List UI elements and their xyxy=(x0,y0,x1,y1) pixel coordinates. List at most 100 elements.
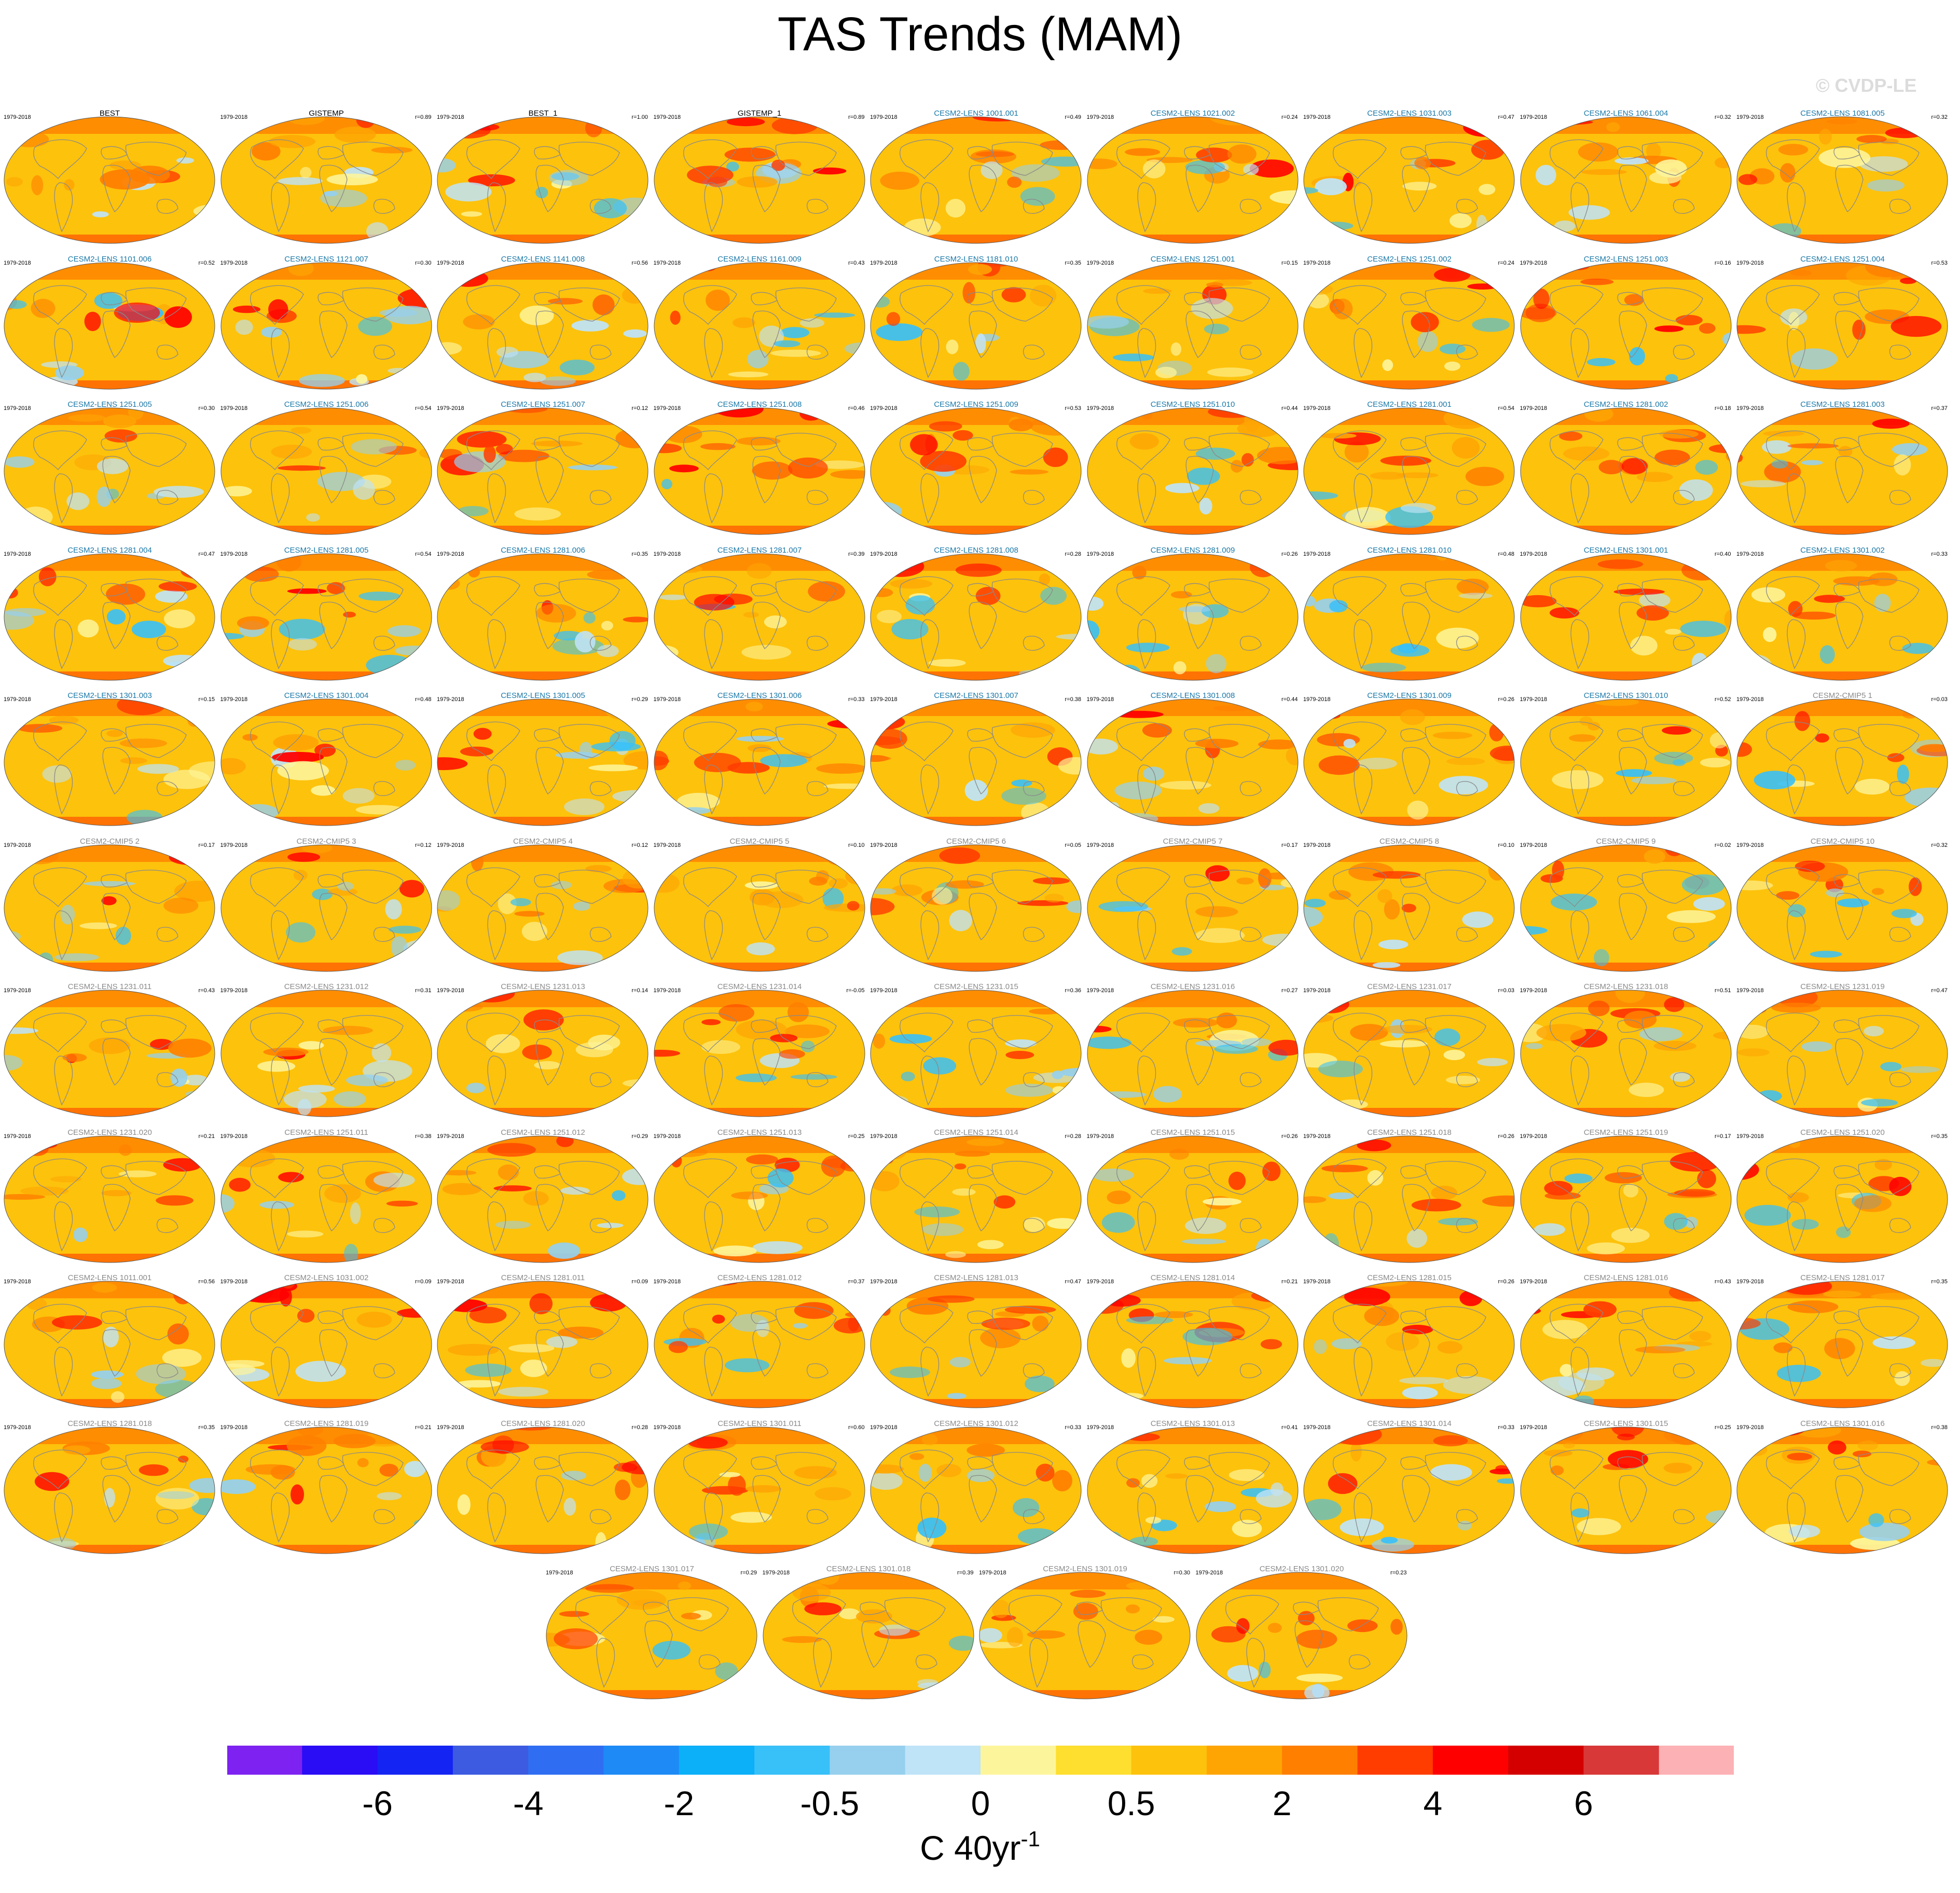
coastline xyxy=(1400,292,1427,305)
arctic-warming-band xyxy=(437,553,648,571)
cool-anomaly-blob xyxy=(822,887,844,909)
trend-map xyxy=(1087,407,1298,535)
warm-anomaly-blob xyxy=(1909,877,1922,896)
map-border xyxy=(4,1426,215,1554)
cool-anomaly-blob xyxy=(1382,359,1393,371)
coastline xyxy=(1570,327,1589,378)
antarctic-band xyxy=(437,1108,648,1117)
warm-anomaly-blob xyxy=(1025,699,1075,706)
coastline xyxy=(342,287,404,322)
coastline xyxy=(373,1363,395,1379)
map-panel: CESM2-LENS 1281.002 1979-2018 r=0.18 xyxy=(1518,400,1734,540)
panel-period: 1979-2018 xyxy=(1736,405,1764,411)
panel-period: 1979-2018 xyxy=(653,1424,681,1431)
warm-anomaly-blob xyxy=(1260,1339,1282,1350)
map-panel: CESM2-CMIP5 3 1979-2018 r=0.12 xyxy=(218,837,435,977)
warm-anomaly-blob xyxy=(1377,889,1392,903)
map-border xyxy=(4,698,215,826)
map-panel: CESM2-LENS 1251.018 1979-2018 r=0.26 xyxy=(1301,1128,1517,1268)
trend-map xyxy=(437,698,648,826)
coastline xyxy=(1239,199,1262,214)
trend-map xyxy=(1736,990,1948,1117)
warm-anomaly-blob xyxy=(333,1433,376,1448)
coastline xyxy=(1239,926,1262,942)
map-panel: CESM2-LENS 1301.001 1979-2018 r=0.40 xyxy=(1518,546,1734,686)
map-border xyxy=(870,262,1082,389)
trend-map xyxy=(654,1426,865,1554)
warm-anomaly-blob xyxy=(554,1628,598,1650)
warm-anomaly-blob xyxy=(1636,605,1669,621)
panel-correlation: r=0.32 xyxy=(1931,114,1948,120)
warm-anomaly-blob xyxy=(1902,711,1917,719)
warm-anomaly-blob xyxy=(471,851,484,871)
warm-anomaly-blob xyxy=(623,616,648,622)
coastline xyxy=(1787,910,1806,961)
warm-anomaly-blob xyxy=(632,1003,644,1013)
panel-period: 1979-2018 xyxy=(1086,551,1114,557)
cool-anomaly-blob xyxy=(1649,171,1681,184)
coastline xyxy=(1641,433,1703,467)
warm-anomaly-blob xyxy=(707,176,727,187)
coastline xyxy=(102,893,131,940)
colorbar-tick-label: 4 xyxy=(1423,1784,1443,1822)
cool-anomaly-blob xyxy=(1551,770,1604,789)
cool-anomaly-blob xyxy=(1535,164,1556,186)
warm-anomaly-blob xyxy=(1724,609,1731,630)
warm-anomaly-blob xyxy=(228,1148,275,1168)
panel-title: CESM2-LENS 1301.017 xyxy=(610,1565,694,1573)
panel-period: 1979-2018 xyxy=(1520,987,1548,994)
map-panel: GISTEMP_1 1979-2018 r=0.89 xyxy=(652,109,868,249)
warm-anomaly-blob xyxy=(493,1185,532,1191)
cool-anomaly-blob xyxy=(91,1370,124,1379)
cool-anomaly-blob xyxy=(583,612,596,624)
panel-correlation: r=0.12 xyxy=(631,405,648,411)
coastline xyxy=(1456,199,1478,214)
coastline xyxy=(1673,1217,1695,1233)
coastline xyxy=(125,142,187,176)
map-background xyxy=(4,699,215,826)
panel-title: CESM2-LENS 1301.012 xyxy=(934,1419,1018,1428)
cool-anomaly-blob xyxy=(949,909,972,931)
coastline xyxy=(1858,578,1920,613)
coastline xyxy=(102,310,131,358)
arctic-warming-band xyxy=(1304,1135,1514,1153)
panel-correlation: r=0.05 xyxy=(1065,842,1082,848)
panel-title: CESM2-LENS 1251.005 xyxy=(67,400,152,409)
trend-map xyxy=(1736,262,1948,389)
coastline xyxy=(1185,1038,1214,1086)
antarctic-band xyxy=(1520,1399,1731,1408)
warm-anomaly-blob xyxy=(1287,844,1298,860)
coastline xyxy=(1425,1160,1486,1195)
warm-anomaly-blob xyxy=(954,1163,967,1170)
coastline xyxy=(1208,287,1270,322)
panel-period: 1979-2018 xyxy=(762,1570,790,1576)
cool-anomaly-blob xyxy=(1818,148,1871,168)
cool-anomaly-blob xyxy=(1788,1524,1820,1538)
map-panel: CESM2-LENS 1301.016 1979-2018 r=0.38 xyxy=(1734,1419,1951,1559)
panel-correlation: r=0.26 xyxy=(1281,1133,1298,1140)
coastline xyxy=(250,139,304,179)
panel-correlation: r=0.46 xyxy=(848,405,865,411)
coastline xyxy=(1317,1597,1379,1631)
coastline xyxy=(1402,310,1430,358)
coastline xyxy=(534,728,561,742)
coastline xyxy=(683,430,737,470)
warm-anomaly-blob xyxy=(585,119,602,138)
coastline xyxy=(750,1310,778,1324)
coastline xyxy=(54,473,73,524)
cool-anomaly-blob xyxy=(1112,353,1154,361)
panel-period: 1979-2018 xyxy=(437,114,464,120)
panel-title: CESM2-LENS 1251.002 xyxy=(1367,254,1452,264)
cool-anomaly-blob xyxy=(588,764,638,772)
coastline xyxy=(1619,310,1647,358)
coastline xyxy=(1858,1160,1920,1195)
coastline xyxy=(1641,1306,1703,1340)
trend-map xyxy=(4,116,215,244)
coastline xyxy=(1673,344,1695,360)
warm-anomaly-blob xyxy=(782,1636,822,1643)
warm-anomaly-blob xyxy=(1268,1039,1298,1056)
panel-title: CESM2-LENS 1281.003 xyxy=(1800,400,1885,409)
coastline xyxy=(1673,1363,1695,1379)
warm-anomaly-blob xyxy=(1460,553,1502,561)
coastline xyxy=(752,1184,781,1231)
